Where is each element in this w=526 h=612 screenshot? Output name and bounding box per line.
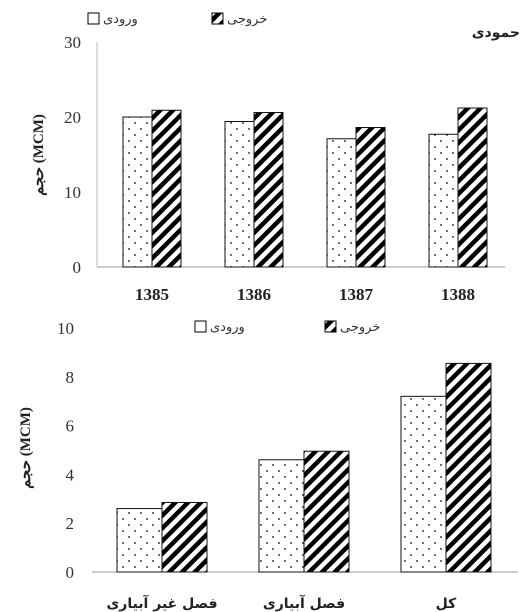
chart-1-title: حمودی: [472, 25, 520, 41]
chart-1-legend: ورودی خروجی: [87, 12, 267, 27]
chart-1-category-label: 1387: [339, 285, 374, 304]
chart-2-y-axis-label: حجم (MCM): [18, 407, 34, 489]
chart-1-bar-output: [253, 112, 284, 268]
chart-2: 0 2 4 6 8 10 فصل غیر آبیاری فصل آبیاری کل حجم (…: [18, 319, 518, 612]
chart-2-category-label: فصل آبیاری: [263, 594, 345, 612]
chart-1-bar-output: [457, 107, 488, 268]
chart-1-category-label: 1388: [441, 285, 475, 304]
chart-2-bar-input: [258, 459, 305, 573]
chart-1-y-tick-label: 10: [64, 183, 81, 202]
chart-1-category-label: 1386: [237, 285, 271, 304]
chart-1-y-tick-label: 30: [64, 33, 81, 52]
chart-1-y-tick-label: 20: [64, 108, 81, 127]
chart-1-bar-output: [151, 109, 182, 268]
chart-2-bar-output: [161, 501, 208, 573]
chart-1-bar-output: [355, 127, 386, 268]
chart-2-bar-input: [116, 508, 163, 573]
chart-2-legend-label-output: خروجی: [340, 320, 380, 335]
chart-2-y-tick-label: 8: [66, 368, 75, 387]
chart-1-legend-label-input: ورودی: [103, 12, 138, 27]
chart-1-y-tick-label: 0: [73, 258, 82, 277]
chart-1-legend-swatch-input: [87, 12, 100, 25]
chart-1-legend-swatch-output: [211, 12, 224, 25]
chart-1: 0 10 20 30 1385 1386 1387 1388 حمودی حجم (MCM)…: [31, 12, 520, 304]
chart-2-y-tick-label: 0: [66, 563, 75, 582]
chart-2-category-label: فصل غیر آبیاری: [106, 594, 217, 612]
chart-2-legend-label-input: ورودی: [210, 320, 245, 335]
chart-1-bar-input: [326, 138, 357, 268]
chart-2-y-tick-label: 2: [66, 514, 75, 533]
chart-1-y-axis-label: حجم (MCM): [31, 114, 47, 196]
chart-2-bar-input: [400, 395, 447, 573]
chart-2-y-tick-label: 6: [66, 417, 75, 436]
chart-2-legend-swatch-output: [324, 320, 337, 333]
chart-1-bar-input: [224, 121, 255, 268]
chart-1-legend-label-output: خروجی: [227, 12, 267, 27]
chart-2-bar-output: [445, 362, 492, 573]
chart-1-bar-input: [122, 116, 153, 268]
chart-1-category-label: 1385: [135, 285, 169, 304]
chart-1-bar-input: [428, 133, 459, 268]
chart-2-legend-swatch-input: [194, 320, 207, 333]
chart-2-y-tick-label: 10: [57, 319, 74, 338]
chart-2-y-tick-label: 4: [66, 465, 75, 484]
chart-2-category-label: کل: [436, 596, 457, 612]
chart-2-legend: ورودی خروجی: [194, 320, 380, 335]
chart-2-bar-output: [303, 450, 350, 573]
